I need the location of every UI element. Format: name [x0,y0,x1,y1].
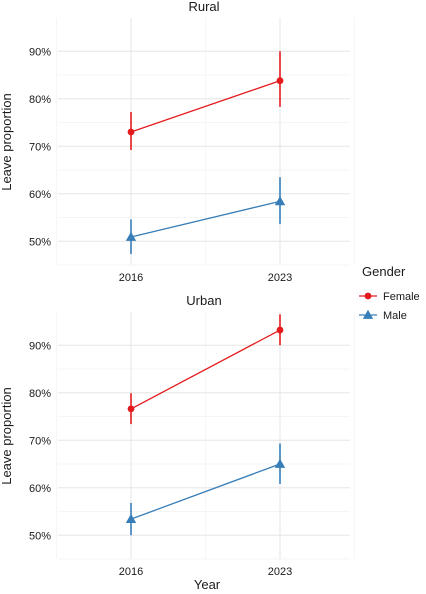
legend: Gender Female Male [359,264,420,322]
data-point [127,128,135,136]
series-male [125,177,286,255]
series-line [130,463,281,520]
legend-title: Gender [362,264,406,279]
legend-entry-female: Female [359,291,420,303]
legend-key-marker [364,292,372,300]
y-axis-title: Leave proportion [0,93,14,191]
panel-urban: Urban 50% 60% 70% 80% 90% 2016 2023 Leave propor… [0,293,355,578]
y-tick-label: 50% [29,530,51,542]
series-line [130,329,281,410]
panel-title: Urban [186,293,221,308]
data-point [274,458,286,468]
y-tick-label: 50% [29,236,51,248]
x-tick-label: 2016 [119,272,143,284]
legend-label: Female [383,291,420,303]
y-tick-label: 60% [29,189,51,201]
legend-entries: Female Male [359,291,420,322]
series-line [130,80,281,133]
data-point [127,405,135,413]
series-line [130,200,281,238]
data-point [125,231,137,241]
x-tick-label: 2023 [268,272,292,284]
data-point [125,513,137,523]
y-tick-label: 90% [29,340,51,352]
panel-rural: Rural 50% 60% 70% 80% 90% 2016 2023 Leave propor… [0,0,355,284]
panel-title: Rural [188,0,219,14]
series-male [125,443,286,536]
legend-key-marker [362,309,374,319]
x-tick-label: 2016 [119,566,143,578]
chart-panels: Rural 50% 60% 70% 80% 90% 2016 2023 Leave propor… [0,0,355,578]
legend-label: Male [383,310,407,322]
series-female [127,314,284,425]
data-point [276,326,284,334]
y-tick-label: 80% [29,388,51,400]
legend-entry-male: Male [359,309,407,322]
y-tick-label: 90% [29,46,51,58]
y-axis-title: Leave proportion [0,387,14,485]
data-point [276,77,284,85]
y-tick-label: 70% [29,141,51,153]
y-tick-label: 80% [29,94,51,106]
data-point [274,196,286,206]
y-tick-label: 60% [29,483,51,495]
x-tick-label: 2023 [268,566,292,578]
y-tick-label: 70% [29,435,51,447]
series-female [127,51,284,151]
x-axis-title: Year [194,577,221,592]
